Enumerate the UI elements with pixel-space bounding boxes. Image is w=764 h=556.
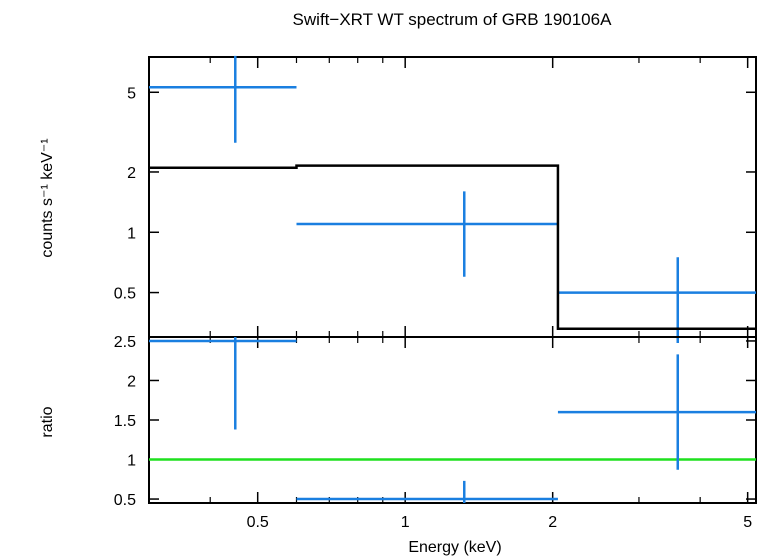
- x-tick-label: 0.5: [247, 514, 269, 531]
- y-tick-label: 5: [127, 85, 136, 102]
- x-axis-label: Energy (keV): [408, 539, 501, 556]
- y-tick-label: 0.5: [114, 286, 136, 303]
- y-tick-label: 0.5: [114, 492, 136, 509]
- y-tick-label: 2: [127, 165, 136, 182]
- y-tick-label: 1: [127, 453, 136, 470]
- panel-frame: [148, 336, 757, 504]
- x-tick-label: 1: [401, 514, 410, 531]
- ratio-y-axis-label: ratio: [39, 406, 56, 437]
- model-step-line: [149, 164, 756, 330]
- spectrum-y-axis-label: counts s⁻¹ keV⁻¹: [39, 138, 56, 257]
- x-tick-label: 5: [743, 514, 752, 531]
- y-tick-label: 2: [127, 373, 136, 390]
- plot-area: 0.5 1 2 5 0.5 1 1.5 2 2.5 0.5 1 2 5: [114, 55, 757, 531]
- y-tick-label: 2.5: [114, 334, 136, 351]
- panel-frame: [148, 56, 757, 338]
- y-tick-label: 1: [127, 225, 136, 242]
- chart-title: Swift−XRT WT spectrum of GRB 190106A: [293, 10, 613, 29]
- y-tick-label: 1.5: [114, 413, 136, 430]
- x-tick-label: 2: [548, 514, 557, 531]
